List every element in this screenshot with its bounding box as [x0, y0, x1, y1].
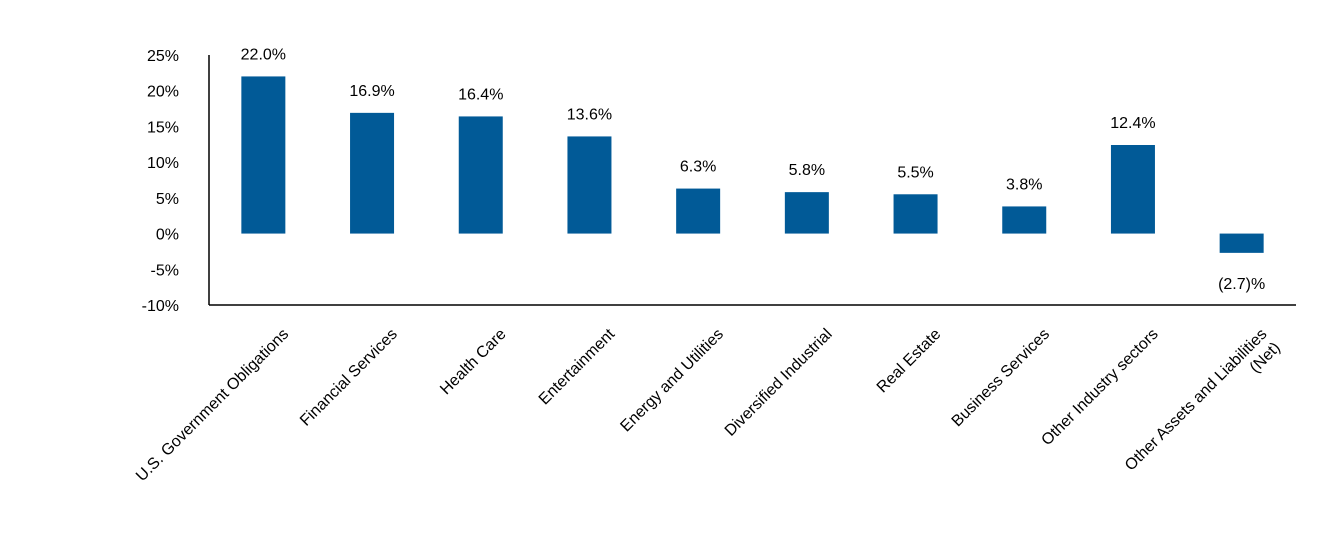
bar: [676, 188, 721, 234]
y-tick-label: 0%: [156, 227, 179, 244]
bar: [567, 136, 612, 234]
y-tick-label: 25%: [147, 48, 179, 65]
y-tick-label: 20%: [147, 84, 179, 101]
bar: [241, 76, 286, 234]
bar: [893, 194, 938, 234]
data-label: 5.8%: [789, 162, 825, 179]
bar: [1110, 145, 1155, 234]
bar: [350, 112, 395, 234]
data-label: 5.5%: [897, 164, 933, 181]
bar: [784, 192, 829, 234]
category-label: Financial Services: [297, 326, 401, 430]
data-label: 22.0%: [241, 46, 286, 63]
chart-bars: [241, 76, 1264, 253]
category-label: Entertainment: [536, 325, 619, 408]
data-label: 3.8%: [1006, 176, 1042, 193]
chart-category-labels: U.S. Government Obligations Financial Ser…: [133, 325, 1284, 485]
bar: [1219, 233, 1264, 253]
chart-axes: [208, 55, 1296, 306]
y-tick-label: 5%: [156, 191, 179, 208]
data-label: 6.3%: [680, 159, 716, 176]
chart-y-ticks: 25% 20% 15% 10% 5% 0% -5% -10%: [142, 48, 179, 315]
data-label: 16.9%: [349, 83, 394, 100]
data-label: 13.6%: [567, 106, 612, 123]
category-label: Diversified Industrial: [722, 326, 836, 440]
category-label: U.S. Government Obligations: [133, 326, 292, 485]
y-tick-label: 10%: [147, 155, 179, 172]
category-label: Health Care: [437, 326, 509, 398]
y-tick-label: -10%: [142, 298, 179, 315]
category-label: Business Services: [949, 326, 1053, 430]
bar: [458, 116, 503, 234]
bar: [1002, 206, 1047, 234]
data-label: 12.4%: [1110, 115, 1155, 132]
category-label: Energy and Utilities: [617, 326, 726, 435]
category-label: Real Estate: [874, 326, 945, 397]
y-tick-label: 15%: [147, 119, 179, 136]
y-tick-label: -5%: [151, 262, 179, 279]
category-label: Other Industry sectors: [1038, 326, 1161, 449]
chart-data-labels: 22.0% 16.9% 16.4% 13.6% 6.3% 5.8% 5.5% 3.8% 12.4…: [241, 46, 1266, 292]
data-label: (2.7)%: [1218, 276, 1265, 293]
data-label: 16.4%: [458, 86, 503, 103]
